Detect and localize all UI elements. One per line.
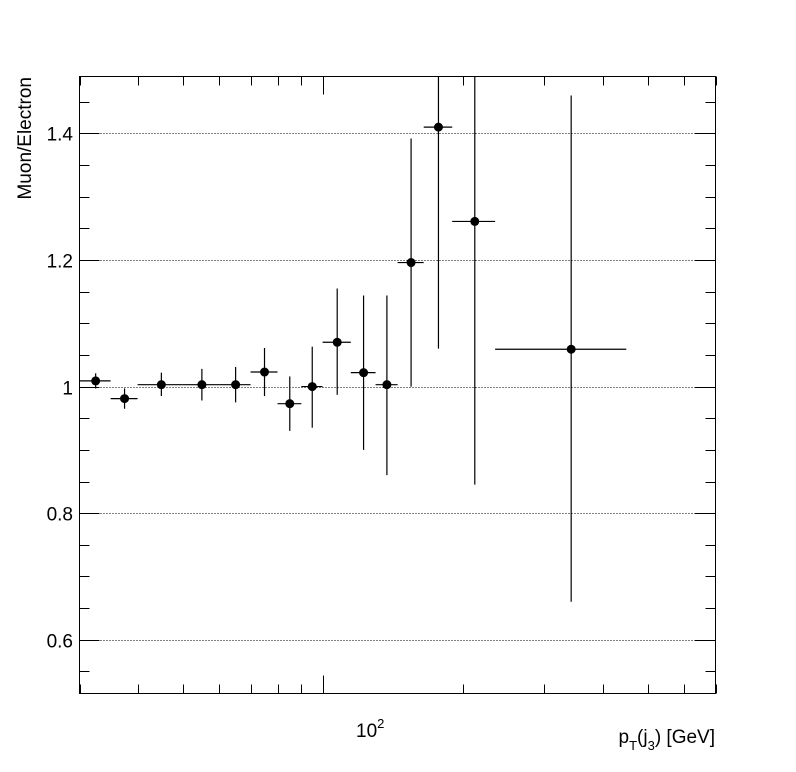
data-marker (231, 380, 241, 390)
x-tick-label-base: 10 (356, 721, 377, 742)
data-marker (382, 380, 392, 390)
y-tick-label: 1.2 (47, 252, 73, 273)
data-point (375, 295, 398, 476)
data-marker (285, 399, 295, 409)
data-marker (260, 367, 270, 377)
data-marker (307, 382, 317, 392)
data-marker (332, 337, 342, 347)
y-tick-labels: 0.6 0.8 1 1.2 1.4 (47, 125, 74, 653)
x-axis-title-p: p (618, 727, 629, 748)
data-marker (470, 216, 480, 226)
data-point (301, 346, 323, 428)
data-points (79, 76, 627, 602)
x-axis-title: pT(j3) [GeV] (618, 727, 715, 753)
data-point (350, 295, 376, 450)
axis-ticks (79, 76, 717, 694)
data-marker (120, 394, 130, 404)
x-axis-title-unit: ) [GeV] (655, 727, 715, 748)
y-gridlines (79, 133, 716, 641)
y-tick-label: 0.8 (47, 505, 73, 526)
data-point (495, 95, 627, 602)
data-point (137, 372, 183, 397)
x-tick-label-100: 102 (356, 716, 384, 742)
y-tick-label: 1.4 (47, 125, 74, 146)
data-point (250, 347, 278, 397)
data-marker (433, 122, 443, 132)
data-point (423, 76, 453, 349)
data-point (397, 138, 424, 387)
data-marker (156, 380, 166, 390)
data-point (219, 366, 251, 403)
x-axis-title-sub-t: T (629, 738, 637, 753)
data-point (79, 373, 111, 389)
data-point (182, 368, 220, 401)
data-marker (406, 258, 416, 268)
data-point (277, 376, 302, 431)
data-point (322, 288, 351, 395)
data-marker (91, 376, 101, 386)
y-tick-label: 0.6 (47, 632, 73, 653)
data-point (452, 76, 496, 485)
x-axis-title-sub-3: 3 (648, 738, 655, 753)
x-axis-title-jet: (j (637, 727, 648, 748)
data-marker (566, 344, 576, 354)
y-axis-title: Muon/Electron (15, 77, 36, 200)
data-marker (197, 380, 207, 390)
x-tick-label-exponent: 2 (377, 716, 384, 731)
y-tick-label: 1 (62, 379, 73, 400)
plot-frame (79, 76, 716, 694)
data-point (110, 388, 138, 409)
data-marker (359, 368, 369, 378)
